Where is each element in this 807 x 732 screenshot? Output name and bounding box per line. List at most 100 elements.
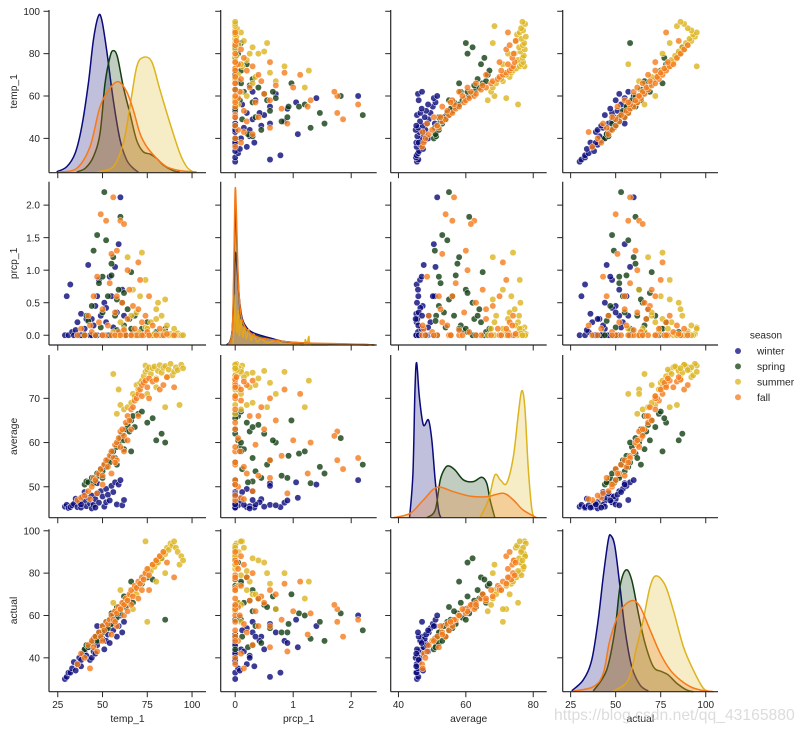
scatter-point-winter [95,499,103,507]
scatter-point-fall [170,331,178,339]
scatter-point-summer [281,569,288,577]
scatter-point-summer [491,318,498,326]
scatter-point-fall [621,472,629,480]
scatter-point-summer [143,618,151,626]
scatter-point-winter [621,481,629,488]
scatter-point-fall [585,128,593,136]
scatter-point-fall [632,247,639,255]
scatter-point-fall [599,273,607,281]
scatter-point-fall [138,331,146,339]
panel-temp-1-vs-prcp-1 [215,10,377,179]
scatter-point-fall [459,331,466,339]
scatter-point-summer [301,595,309,602]
scatter-point-summer [243,586,251,594]
scatter-point-spring [278,628,286,636]
scatter-point-winter [312,94,320,102]
scatter-point-fall [240,378,248,385]
scatter-point-winter [414,292,422,300]
scatter-point-fall [680,325,688,333]
scatter-point-fall [113,292,121,300]
scatter-point-fall [621,292,629,300]
scatter-point-summer [484,96,492,104]
scatter-point-fall [243,117,251,125]
scatter-point-fall [511,571,519,579]
scatter-point-fall [639,331,647,339]
scatter-point-winter [246,504,254,512]
panel-average-vs-average [385,355,547,524]
scatter-point-fall [435,292,443,300]
scatter-point-fall [249,641,257,649]
x-tick-label: 100 [697,700,714,711]
scatter-point-fall [243,67,251,75]
kde-line-summer-temp-1 [96,56,194,173]
scatter-point-winter [581,281,589,288]
scatter-point-fall [237,582,245,590]
y-tick-label: 1.0 [26,266,40,277]
scatter-point-summer [635,390,643,398]
scatter-point-fall [99,331,106,339]
scatter-point-winter [250,662,258,670]
scatter-point-winter [292,616,300,624]
scatter-point-fall [603,474,611,482]
scatter-point-fall [240,495,248,503]
scatter-point-winter [412,122,420,130]
scatter-point-winter [115,240,123,248]
kde-line-fall-prcp-1 [227,187,375,346]
scatter-point-winter [246,654,254,662]
scatter-point-summer [641,370,648,378]
scatter-point-fall [231,29,239,36]
scatter-point-spring [633,454,641,462]
kde-fill-winter-actual [571,534,649,692]
scatter-point-fall [333,618,341,626]
scatter-point-summer [511,305,519,313]
scatter-point-fall [109,193,117,201]
scatter-point-winter [420,261,428,269]
scatter-point-fall [651,58,659,66]
scatter-point-fall [506,548,514,556]
scatter-point-summer [489,39,497,47]
scatter-point-summer [668,370,675,378]
scatter-point-summer [492,312,500,320]
scatter-point-fall [497,67,505,75]
scatter-point-fall [266,586,274,594]
scatter-point-spring [95,279,103,287]
scatter-point-fall [684,41,692,49]
panel-actual-vs-average: 40 60 80 [385,529,547,711]
scatter-point-fall [615,318,623,326]
scatter-point-fall [232,37,240,45]
scatter-point-winter [603,261,611,269]
scatter-point-fall [124,266,132,274]
scatter-point-winter [292,478,300,486]
scatter-point-fall [118,299,126,307]
scatter-point-spring [108,260,115,268]
scatter-point-spring [623,271,630,279]
x-tick-label: 75 [142,700,154,711]
scatter-point-fall [231,443,239,451]
scatter-point-spring [316,109,324,117]
scatter-point-winter [243,143,251,151]
scatter-point-spring [469,43,477,51]
scatter-point-spring [438,231,446,239]
scatter-point-winter [116,476,124,484]
scatter-point-fall [138,392,146,400]
scatter-point-fall [354,101,362,108]
scatter-point-winter [415,96,423,104]
scatter-point-fall [307,96,315,104]
y-axis-label-actual: actual [9,597,20,624]
y-tick-label: 0.0 [26,331,40,342]
kde-line-summer-prcp-1 [232,294,328,346]
scatter-point-fall [145,394,153,402]
scatter-point-fall [438,103,446,111]
scatter-point-fall [140,576,148,583]
scatter-point-spring [321,637,328,645]
legend-item-summer: summer [735,377,795,388]
scatter-point-summer [506,590,514,598]
scatter-point-spring [288,416,295,424]
scatter-point-fall [249,62,257,70]
scatter-point-winter [433,92,441,100]
scatter-point-winter [100,645,108,653]
scatter-point-winter [283,497,291,504]
scatter-point-summer [516,299,524,307]
scatter-point-summer [487,325,495,333]
scatter-point-fall [448,217,456,225]
